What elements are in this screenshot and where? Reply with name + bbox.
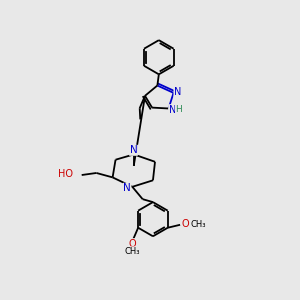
Text: H: H	[176, 105, 182, 114]
Text: CH₃: CH₃	[124, 247, 140, 256]
Text: HO: HO	[58, 169, 74, 179]
Text: N: N	[123, 183, 131, 193]
Text: N: N	[130, 145, 137, 155]
Text: N: N	[169, 105, 176, 115]
Text: O: O	[182, 220, 189, 230]
Text: N: N	[174, 87, 182, 97]
Text: O: O	[128, 238, 136, 249]
Text: CH₃: CH₃	[190, 220, 206, 229]
